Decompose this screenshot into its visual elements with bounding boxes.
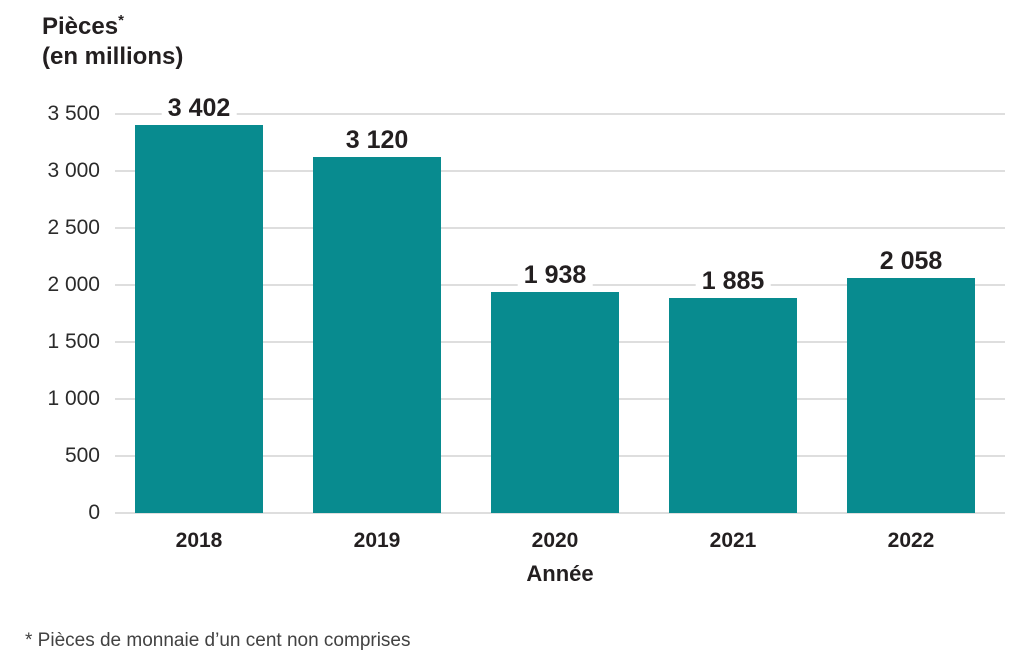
gridline-y-3500 [115, 113, 1005, 115]
y-tick-label: 3 500 [47, 102, 100, 125]
bar-value-label-2022: 2 058 [873, 247, 949, 276]
x-axis-title: Année [526, 561, 594, 586]
bar-value-label-2021: 1 885 [695, 267, 771, 296]
bar-2021 [669, 298, 797, 513]
chart-title-line1: Pièces* [42, 12, 124, 40]
y-tick-label: 1 000 [47, 387, 100, 410]
y-tick-label: 0 [88, 501, 100, 524]
chart-title-line2: (en millions) [42, 43, 184, 70]
x-tick-label-2018: 2018 [175, 529, 223, 552]
footnote: * Pièces de monnaie d’un cent non compri… [25, 630, 411, 651]
x-tick-label-2020: 2020 [531, 529, 579, 552]
y-tick-label: 2 000 [47, 273, 100, 296]
y-tick-label: 500 [64, 444, 100, 467]
gridline-y-2500 [115, 227, 1005, 229]
x-tick-label-2019: 2019 [353, 529, 401, 552]
bar-2018 [135, 125, 263, 513]
x-tick-label-2021: 2021 [709, 529, 757, 552]
bar-2022 [847, 278, 975, 513]
y-tick-label: 2 500 [47, 216, 100, 239]
bar-2020 [491, 292, 619, 513]
footnote-marker: * [118, 12, 124, 29]
bar-value-label-2019: 3 120 [339, 126, 415, 155]
gridline-y-3000 [115, 170, 1005, 172]
x-tick-label-2022: 2022 [887, 529, 935, 552]
chart-title: Pièces* (en millions) [42, 12, 183, 72]
gridline-y-0 [115, 512, 1005, 514]
bar-value-label-2020: 1 938 [517, 261, 593, 290]
bar-2019 [313, 157, 441, 513]
y-tick-label: 3 000 [47, 159, 100, 182]
bar-value-label-2018: 3 402 [161, 94, 237, 123]
y-tick-label: 1 500 [47, 330, 100, 353]
